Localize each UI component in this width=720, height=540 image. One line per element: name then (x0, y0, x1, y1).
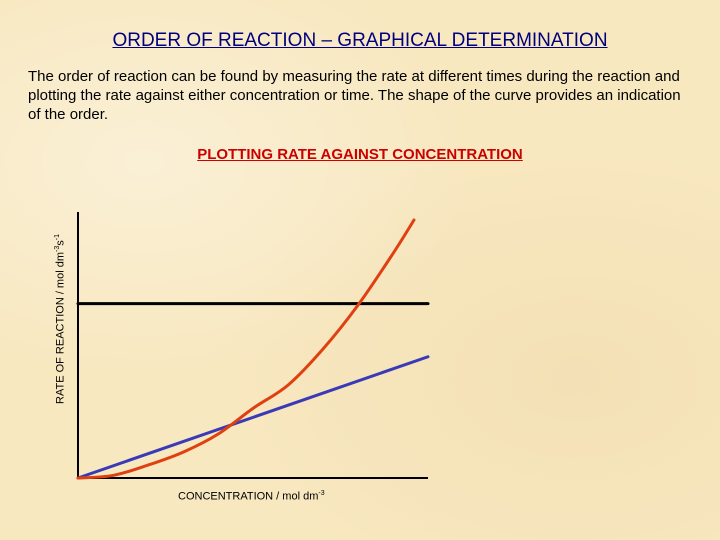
x-axis-label: CONCENTRATION / mol dm-3 (178, 490, 325, 503)
chart-title: PLOTTING RATE AGAINST CONCENTRATION (197, 146, 523, 163)
intro-paragraph: The order of reaction can be found by me… (28, 68, 681, 123)
series-first-line (76, 355, 430, 480)
slide-title: ORDER OF REACTION – GRAPHICAL DETERMINAT… (112, 30, 608, 51)
y-axis-label: RATE OF REACTION / mol dm-3s-1 (54, 234, 67, 404)
series-second-curve (76, 218, 416, 480)
